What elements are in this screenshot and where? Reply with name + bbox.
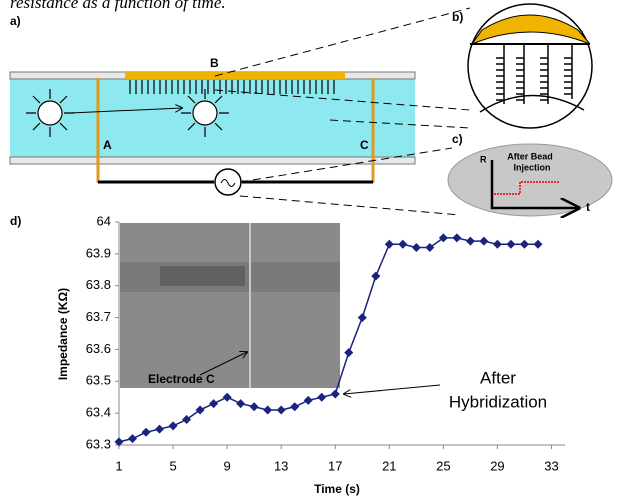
data-point [385, 240, 394, 249]
c-note: After Bead [507, 151, 553, 161]
data-point [277, 405, 286, 414]
data-point [452, 233, 461, 242]
data-point [493, 240, 502, 249]
x-tick-label: 13 [274, 458, 288, 473]
data-point [398, 240, 407, 249]
y-tick-label: 63.6 [86, 341, 111, 356]
panel-label: d) [10, 214, 21, 228]
schematic [10, 4, 612, 216]
c-note: Injection [513, 162, 550, 172]
data-point [128, 434, 137, 443]
data-point [520, 240, 529, 249]
x-tick-label: 25 [436, 458, 450, 473]
caption: resistance as a function of time. [10, 0, 226, 12]
data-point [412, 243, 421, 252]
y-tick-label: 63.5 [86, 373, 111, 388]
inset-photo [120, 223, 340, 388]
data-point [344, 348, 353, 357]
data-point [317, 393, 326, 402]
data-point [209, 399, 218, 408]
y-tick-label: 63.7 [86, 309, 111, 324]
x-tick-label: 21 [382, 458, 396, 473]
label-a: A [103, 138, 112, 152]
data-point [371, 272, 380, 281]
annotation: Hybridization [449, 392, 547, 411]
data-point [250, 402, 259, 411]
y-tick-label: 63.8 [86, 277, 111, 292]
x-axis-label: Time (s) [314, 482, 360, 496]
y-tick-label: 64 [97, 213, 111, 228]
data-point [155, 425, 164, 434]
data-point [304, 396, 313, 405]
inset-label: Electrode C [148, 372, 215, 386]
data-point [533, 240, 542, 249]
data-point [425, 243, 434, 252]
y-tick-label: 63.9 [86, 245, 111, 260]
data-point [196, 405, 205, 414]
data-point [331, 390, 340, 399]
data-point [290, 402, 299, 411]
panel-label: b) [452, 10, 463, 24]
c-axis-x: t [586, 200, 590, 214]
annotation: After [480, 368, 516, 387]
data-point [223, 393, 232, 402]
x-tick-label: 33 [544, 458, 558, 473]
data-point [169, 421, 178, 430]
label-c: C [360, 138, 369, 152]
panel-label: c) [452, 132, 463, 146]
data-point [263, 405, 272, 414]
x-tick-label: 1 [115, 458, 122, 473]
c-axis-y: R [480, 154, 487, 164]
data-point [236, 399, 245, 408]
data-point [506, 240, 515, 249]
data-point [358, 313, 367, 322]
data-point [182, 415, 191, 424]
data-point [142, 428, 151, 437]
annotation-arrow [344, 385, 440, 394]
x-tick-label: 17 [328, 458, 342, 473]
y-tick-label: 63.4 [86, 405, 111, 420]
x-tick-label: 9 [224, 458, 231, 473]
data-point [439, 233, 448, 242]
data-point [479, 237, 488, 246]
x-tick-label: 29 [490, 458, 504, 473]
x-tick-label: 5 [169, 458, 176, 473]
data-point [466, 237, 475, 246]
y-tick-label: 63.3 [86, 436, 111, 451]
y-axis-label: Impedance (KΩ) [56, 288, 70, 380]
figure: resistance as a function of time. a) [0, 0, 621, 498]
panel-label: a) [10, 14, 21, 28]
label-b: B [210, 56, 219, 70]
